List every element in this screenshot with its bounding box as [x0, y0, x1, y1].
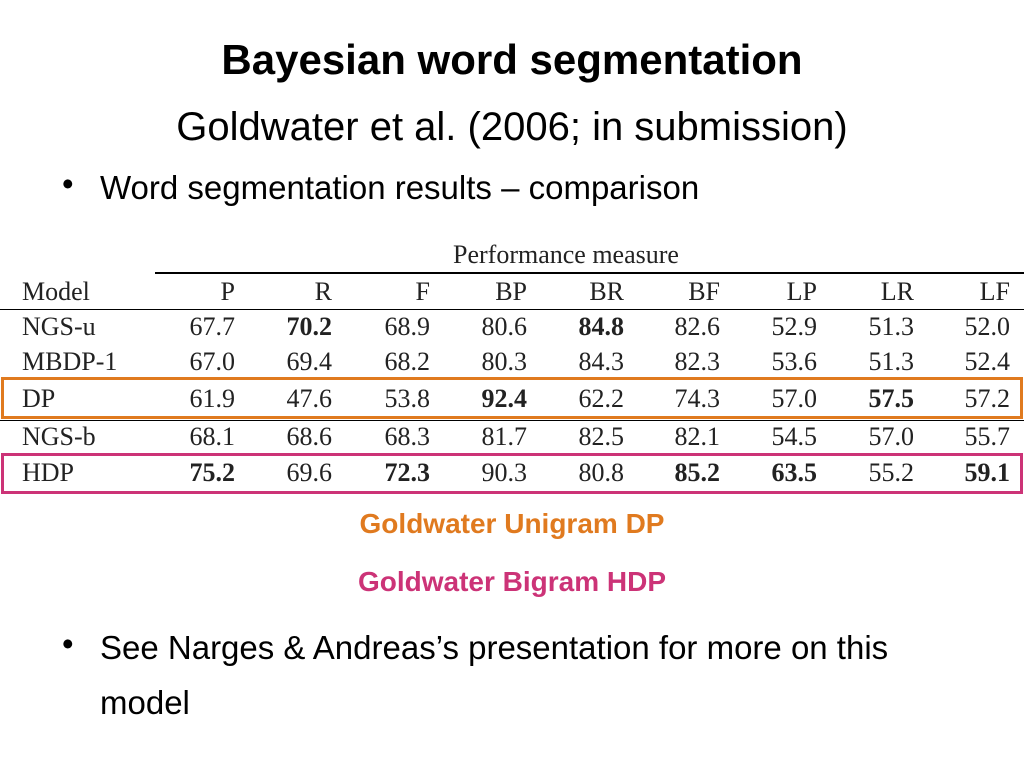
column-header: R: [314, 277, 332, 306]
cell: 81.7: [481, 422, 528, 451]
row-label: MBDP-1: [22, 347, 118, 376]
cell: 72.3: [384, 458, 431, 487]
cell: 51.3: [868, 347, 915, 376]
cell: 68.1: [189, 422, 236, 451]
cell: 82.1: [674, 422, 721, 451]
cell: 57.5: [868, 384, 915, 413]
cell: 92.4: [481, 384, 528, 413]
cell: 85.2: [674, 458, 721, 487]
cell: 53.8: [384, 384, 431, 413]
column-header: P: [220, 277, 235, 306]
cell: 70.2: [286, 312, 333, 341]
row-label: NGS-b: [22, 422, 96, 451]
cell: 74.3: [674, 384, 721, 413]
cell: 84.8: [578, 312, 625, 341]
bullet-dot: •: [62, 165, 74, 202]
cell: 68.3: [384, 422, 431, 451]
column-header: F: [415, 277, 430, 306]
cell: 59.1: [964, 458, 1011, 487]
cell: 75.2: [189, 458, 236, 487]
cell: 90.3: [481, 458, 528, 487]
bullet: Word segmentation results – comparison: [100, 169, 700, 206]
cell: 61.9: [189, 384, 236, 413]
cell: 52.9: [771, 312, 818, 341]
cell: 69.4: [286, 347, 333, 376]
title: Bayesian word segmentation: [221, 36, 803, 83]
cell: 52.4: [964, 347, 1011, 376]
cell: 47.6: [286, 384, 333, 413]
row-label: NGS-u: [22, 312, 96, 341]
cell: 82.6: [674, 312, 721, 341]
cell: 52.0: [964, 312, 1011, 341]
cell: 51.3: [868, 312, 915, 341]
cell: 69.6: [286, 458, 333, 487]
cell: 67.7: [189, 312, 236, 341]
rule: [0, 420, 1024, 421]
rule: [155, 272, 1024, 274]
subtitle: Goldwater et al. (2006; in submission): [176, 105, 848, 149]
cell: 68.6: [286, 422, 333, 451]
cell: 84.3: [578, 347, 625, 376]
column-header: LP: [786, 277, 817, 306]
column-header: Model: [22, 277, 90, 306]
group-header: Performance measure: [453, 240, 679, 269]
cell: 67.0: [189, 347, 236, 376]
cell: 80.6: [481, 312, 528, 341]
bullet: See Narges & Andreas’s presentation for …: [100, 629, 889, 721]
highlight-box: [1, 453, 1023, 494]
cell: 55.7: [964, 422, 1011, 451]
cell: 62.2: [578, 384, 625, 413]
column-header: BR: [589, 277, 624, 306]
cell: 53.6: [771, 347, 818, 376]
caption: Goldwater Unigram DP: [359, 508, 665, 539]
row-label: HDP: [22, 458, 75, 487]
cell: 82.5: [578, 422, 625, 451]
cell: 57.0: [868, 422, 915, 451]
cell: 80.3: [481, 347, 528, 376]
column-header: BF: [688, 277, 720, 306]
cell: 82.3: [674, 347, 721, 376]
rule: [0, 309, 1024, 310]
cell: 63.5: [771, 458, 818, 487]
caption: Goldwater Bigram HDP: [357, 566, 667, 597]
column-header: BP: [495, 277, 527, 306]
row-label: DP: [22, 384, 56, 413]
cell: 54.5: [771, 422, 818, 451]
cell: 57.0: [771, 384, 818, 413]
cell: 80.8: [578, 458, 625, 487]
bullet-dot: •: [62, 625, 74, 662]
cell: 57.2: [964, 384, 1011, 413]
highlight-box: [1, 377, 1023, 419]
cell: 68.9: [384, 312, 431, 341]
column-header: LR: [880, 277, 914, 306]
cell: 55.2: [868, 458, 915, 487]
column-header: LF: [979, 277, 1010, 306]
cell: 68.2: [384, 347, 431, 376]
